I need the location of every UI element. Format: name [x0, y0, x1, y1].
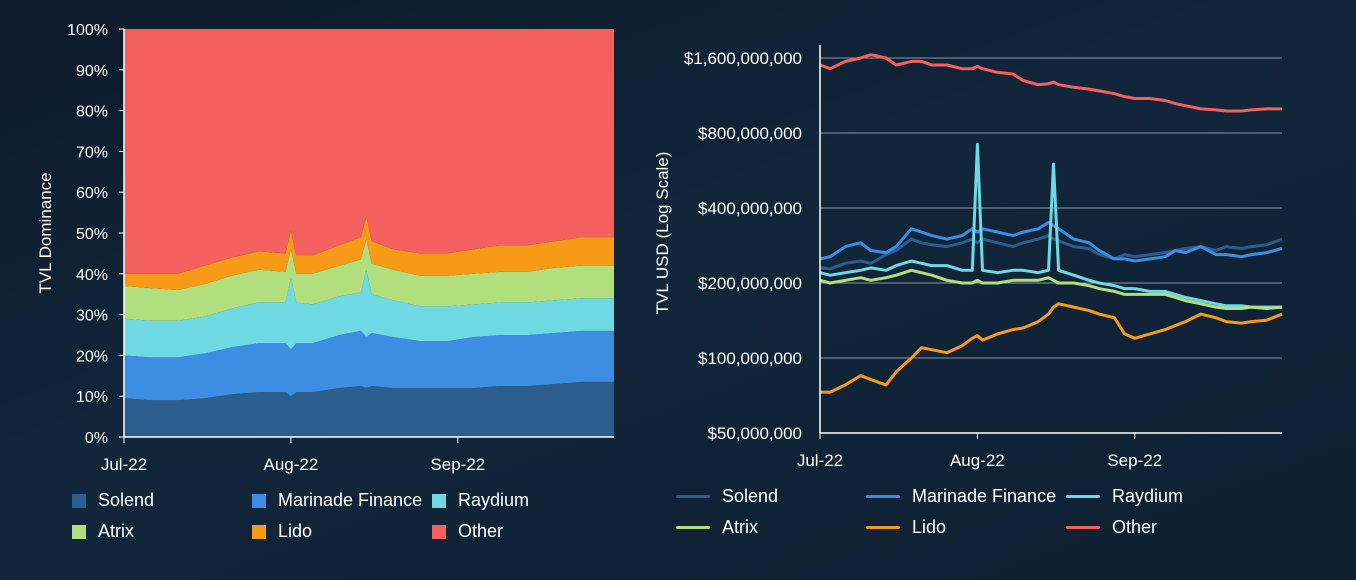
legend-label: Other [458, 521, 504, 541]
legend-item-raydium: Raydium [432, 490, 552, 511]
legend-swatch [676, 526, 710, 529]
x-tick-label: Sep-22 [430, 455, 485, 474]
legend-swatch [1066, 495, 1100, 498]
legend-item-atrix: Atrix [72, 521, 252, 542]
legend-item-other: Other [1066, 517, 1186, 538]
legend-item-lido: Lido [866, 517, 1066, 538]
line-raydium [819, 142, 1282, 309]
legend-label: Solend [722, 486, 779, 506]
dominance-area-layers [124, 29, 614, 437]
legend-label: Marinade Finance [912, 486, 1057, 506]
legend-label: Atrix [98, 521, 134, 541]
area-solend [124, 381, 614, 437]
x-tick-label: Jul-22 [797, 451, 843, 470]
legend-swatch [252, 524, 266, 539]
legend-item-raydium: Raydium [1066, 486, 1186, 507]
legend-item-atrix: Atrix [676, 517, 866, 538]
y-tick-label: $400,000,000 [698, 199, 802, 218]
legend-item-marinade-finance: Marinade Finance [252, 490, 432, 511]
tvl-usd-chart: $50,000,000 $100,000,000 $200,000,000 $400,… [653, 45, 1283, 470]
legend-label: Solend [98, 490, 155, 510]
y-tick-label: 80% [76, 104, 108, 121]
legend-label: Other [1112, 517, 1158, 537]
legend-swatch [1066, 526, 1100, 529]
line-lido [820, 302, 1283, 394]
y-tick-label: $200,000,000 [698, 274, 802, 293]
x-tick-label: Jul-22 [101, 455, 147, 474]
y-tick-label: 70% [76, 144, 108, 161]
tvl-usd-lines [819, 53, 1283, 394]
area-raydium [124, 269, 614, 358]
legend-label: Raydium [458, 490, 530, 510]
line-marinade-finance [819, 220, 1283, 263]
y-tick-label: 20% [76, 348, 108, 365]
y-tick-label: 60% [76, 185, 108, 202]
y-tick-label: 90% [76, 63, 108, 80]
area-marinade-finance [124, 330, 614, 401]
y-tick-label: $100,000,000 [698, 349, 802, 368]
y-tick-label: 50% [76, 226, 108, 243]
legend-label: Lido [912, 517, 947, 537]
legend-label: Atrix [722, 517, 758, 537]
area-atrix [124, 239, 614, 321]
legend-item-marinade-finance: Marinade Finance [866, 486, 1066, 507]
x-tick-label: Aug-22 [950, 451, 1005, 470]
legend-item-other: Other [432, 521, 552, 542]
dominance-y-axis-label: TVL Dominance [36, 172, 55, 293]
line-other [819, 53, 1282, 113]
legend-label: Raydium [1112, 486, 1184, 506]
legend-swatch [252, 493, 266, 508]
tvl-usd-axes: $50,000,000 $100,000,000 $200,000,000 $400,… [684, 45, 1282, 470]
legend-swatch [866, 526, 900, 529]
legend-item-lido: Lido [252, 521, 432, 542]
area-other [124, 29, 614, 274]
legend-label: Lido [278, 521, 313, 541]
legend-swatch [72, 524, 86, 539]
dominance-axes: 0% 10% 20% 30% 40% 50% 60% 70% 80% 90% 100% Jul-22 A… [67, 22, 614, 474]
x-tick-label: Sep-22 [1107, 451, 1162, 470]
tvl-dominance-chart: 0% 10% 20% 30% 40% 50% 60% 70% 80% 90% 100% Jul-22 A… [36, 22, 614, 474]
x-tick-label: Aug-22 [264, 455, 319, 474]
y-tick-label: 100% [67, 22, 108, 39]
line-atrix [819, 268, 1283, 310]
y-tick-label: $800,000,000 [698, 124, 802, 143]
legend-swatch [676, 495, 710, 498]
dominance-legend: Solend Marinade Finance Raydium Atrix Lido Ot… [72, 490, 552, 542]
y-tick-label: $1,600,000,000 [684, 49, 802, 68]
legend-swatch [432, 493, 446, 508]
y-tick-label: 40% [76, 267, 108, 284]
y-tick-label: 10% [76, 389, 108, 406]
legend-item-solend: Solend [72, 490, 252, 511]
y-tick-label: $50,000,000 [707, 424, 802, 443]
y-tick-label: 30% [76, 308, 108, 325]
legend-swatch [72, 493, 86, 508]
legend-swatch [432, 524, 446, 539]
tvl-usd-legend: Solend Marinade Finance Raydium Atrix Lido Ot… [676, 486, 1186, 538]
legend-label: Marinade Finance [278, 490, 423, 510]
legend-item-solend: Solend [676, 486, 866, 507]
legend-swatch [866, 495, 900, 498]
area-lido [124, 216, 614, 291]
y-tick-label: 0% [85, 430, 108, 447]
tvl-usd-y-axis-label: TVL USD (Log Scale) [653, 152, 672, 315]
